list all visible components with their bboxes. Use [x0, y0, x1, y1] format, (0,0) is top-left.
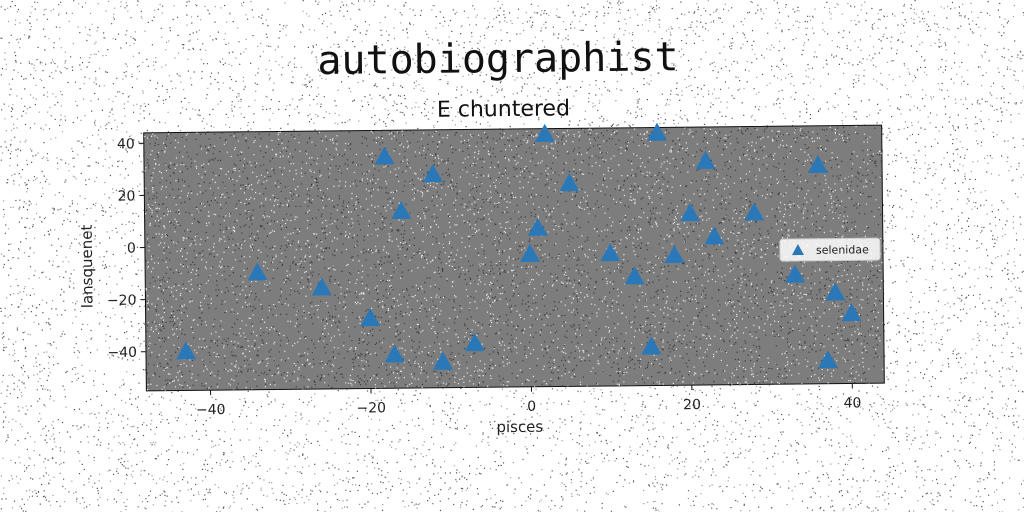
- x-tick-label: −20: [356, 400, 386, 416]
- data-point-triangle: [423, 164, 444, 183]
- data-point-triangle: [680, 203, 701, 222]
- chart-title: autobiographist: [317, 34, 679, 84]
- legend-entry-label: selenidae: [816, 243, 869, 257]
- x-tick-label: 0: [527, 399, 536, 415]
- data-point-triangle: [534, 123, 555, 142]
- data-point-triangle: [785, 264, 806, 283]
- data-point-triangle: [311, 277, 332, 296]
- y-tick-label: −20: [107, 293, 137, 309]
- data-point-triangle: [825, 282, 846, 301]
- data-point-triangle: [664, 244, 685, 264]
- y-tick-label: 0: [127, 241, 136, 257]
- y-tick-label: −40: [107, 345, 137, 361]
- data-point-triangle: [374, 146, 395, 165]
- data-point-triangle: [704, 226, 725, 245]
- data-point-triangle: [384, 344, 405, 363]
- data-point-triangle: [247, 262, 268, 281]
- plot-area: [143, 124, 885, 392]
- data-point-triangle: [360, 308, 381, 327]
- legend-box: [779, 237, 881, 262]
- x-tick-label: 40: [843, 395, 861, 411]
- data-point-triangle: [176, 341, 197, 360]
- x-tick-label: −40: [196, 402, 226, 418]
- data-point-triangle: [464, 333, 485, 352]
- legend: selenidae: [779, 237, 881, 262]
- data-points: [176, 122, 862, 370]
- x-axis-label: pisces: [496, 418, 543, 436]
- data-point-triangle: [807, 154, 828, 173]
- data-point-triangle: [391, 200, 412, 220]
- data-point-triangle: [695, 150, 716, 169]
- y-tick-label: 40: [117, 136, 135, 152]
- y-axis-label: lansquenet: [78, 224, 97, 308]
- data-point-triangle: [647, 122, 668, 141]
- data-point-triangle: [744, 202, 765, 221]
- data-point-triangle: [432, 351, 453, 370]
- data-point-triangle: [624, 266, 645, 285]
- data-point-triangle: [559, 173, 580, 192]
- data-point-triangle: [527, 217, 548, 236]
- data-point-triangle: [600, 243, 621, 262]
- x-axis-ticks: −40 −20 0 20 40: [196, 383, 861, 418]
- data-point-triangle: [520, 243, 541, 263]
- legend-marker: [792, 244, 805, 256]
- y-axis-ticks: −40 −20 0 20 40: [107, 136, 146, 361]
- x-tick-label: 20: [683, 397, 701, 413]
- data-point-triangle: [641, 336, 662, 355]
- data-point-triangle: [818, 350, 839, 369]
- chart-subtitle: E chuntered: [437, 96, 570, 122]
- y-tick-label: 20: [117, 188, 135, 204]
- data-point-triangle: [841, 303, 862, 322]
